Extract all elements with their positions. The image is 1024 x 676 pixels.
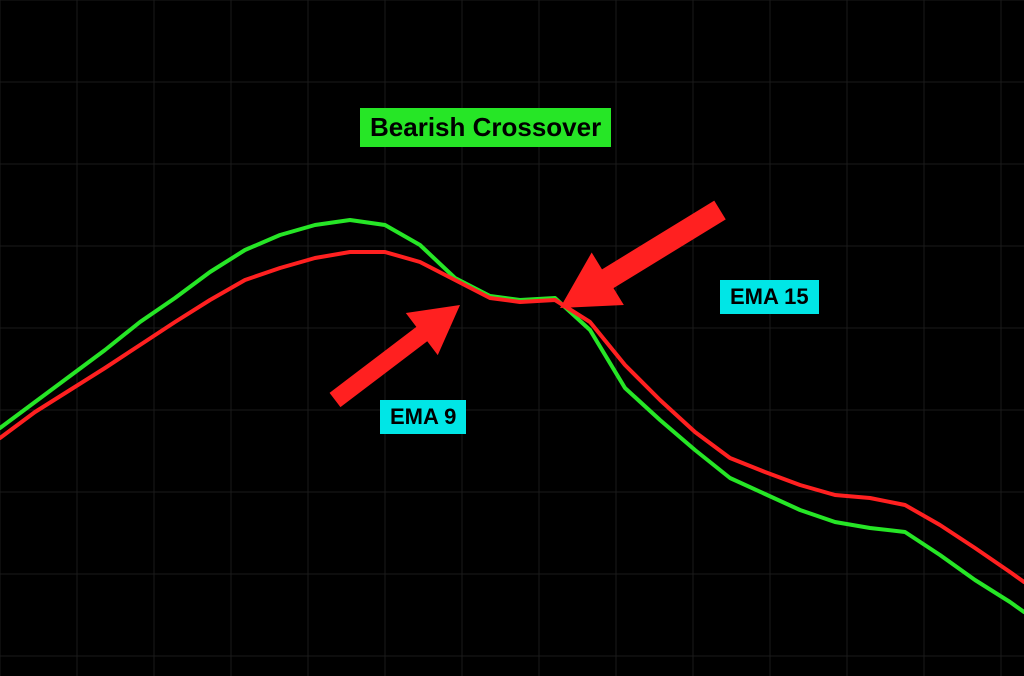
arrow-to-crossover-2 <box>560 201 726 308</box>
ema-crossover-chart: Bearish Crossover EMA 9 EMA 15 <box>0 0 1024 676</box>
ema15-legend-label: EMA 15 <box>720 280 819 314</box>
ema9-legend-label: EMA 9 <box>380 400 466 434</box>
ema15-legend-text: EMA 15 <box>730 284 809 309</box>
arrow-to-crossover-1 <box>330 305 460 407</box>
chart-svg <box>0 0 1024 676</box>
chart-title-text: Bearish Crossover <box>370 112 601 142</box>
ema9-legend-text: EMA 9 <box>390 404 456 429</box>
chart-title-label: Bearish Crossover <box>360 108 611 147</box>
